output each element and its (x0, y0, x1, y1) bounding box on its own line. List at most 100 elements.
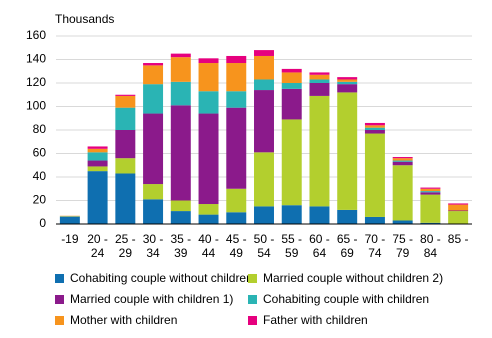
bar-segment (420, 188, 441, 192)
legend-item: Father with children (248, 313, 368, 327)
bar-segment (87, 146, 108, 149)
y-tick-label: 100 (26, 99, 46, 113)
bar-segment (254, 79, 274, 91)
bar-segment (364, 125, 385, 128)
x-tick-label: 55 - 59 (281, 232, 303, 260)
bar-segment (87, 148, 108, 153)
bar-segment (392, 220, 413, 224)
bar-segment (115, 95, 136, 108)
bar-segment (420, 191, 441, 193)
x-tick-label: -19 (61, 232, 79, 246)
bar-segment (254, 152, 274, 207)
bar-segment (59, 216, 80, 217)
bar-segment (309, 206, 330, 224)
bar-segment (170, 211, 191, 224)
legend-item: Cohabiting couple without children (55, 271, 253, 285)
bar-segment (87, 152, 108, 161)
y-tick-label: 0 (39, 216, 46, 230)
bar-segment (170, 105, 191, 201)
bar-segment (337, 81, 358, 85)
bar-segment (87, 160, 108, 167)
bar-segment (87, 166, 108, 172)
x-tick-label: 65 - 69 (336, 232, 358, 260)
bar-segment (309, 95, 330, 207)
bar-segment (170, 57, 191, 82)
y-tick-label: 60 (33, 146, 47, 160)
legend-swatch (248, 274, 257, 283)
bar-segment (143, 84, 164, 114)
bar-segment (281, 72, 302, 83)
bar-segment (392, 157, 413, 159)
bar-segment (281, 83, 302, 89)
y-tick-label: 20 (33, 193, 47, 207)
bar-segment (392, 158, 413, 161)
bar-segment (226, 55, 247, 64)
bar-segment (254, 50, 274, 56)
y-tick-label: 40 (33, 169, 47, 183)
x-tick-label: 70 - 74 (364, 232, 386, 260)
bar-segment (448, 204, 469, 211)
bar-segment (309, 83, 330, 96)
legend-item: Mother with children (55, 313, 177, 327)
bar-segment (337, 79, 358, 82)
bar-segment (364, 130, 385, 134)
bar-segment (309, 74, 330, 80)
bar-segment (392, 161, 413, 166)
bar-segment (448, 211, 469, 224)
x-tick-label: 30 - 34 (142, 232, 164, 260)
bar-segment (364, 127, 385, 130)
bar-segment (59, 215, 80, 217)
bar-segment (143, 113, 164, 185)
y-tick-label: 140 (26, 52, 46, 66)
bar-segment (198, 58, 219, 64)
legend-label: Married couple with children 1) (70, 292, 234, 306)
bar-segment (337, 77, 358, 80)
y-tick-label: 160 (26, 28, 46, 42)
bar-segment (115, 107, 136, 130)
y-tick-label: 120 (26, 75, 46, 89)
y-axis-title: Thousands (55, 12, 114, 26)
bar-segment (226, 107, 247, 189)
x-tick-label: 45 - 49 (225, 232, 247, 260)
legend-swatch (55, 316, 64, 325)
legend-label: Father with children (263, 313, 368, 327)
bar-segment (420, 194, 441, 223)
bar-segment (254, 206, 274, 224)
bar-segment (364, 133, 385, 217)
bar-segment (115, 173, 136, 224)
x-tick-label: 40 - 44 (198, 232, 219, 260)
bar-segment (198, 113, 219, 205)
bar-segment (198, 214, 219, 224)
bar-segment (115, 94, 136, 96)
legend-swatch (55, 274, 64, 283)
x-tick-label: 35 - 39 (170, 232, 192, 260)
bar-segment (254, 55, 274, 80)
bar-segment (143, 65, 164, 85)
legend-label: Married couple without children 2) (263, 271, 444, 285)
bar-segment (143, 199, 164, 224)
bar-segment (337, 209, 358, 224)
x-tick-label: 20 - 24 (87, 232, 108, 260)
bar-segment (309, 72, 330, 75)
x-tick-label: 80 - 84 (420, 232, 441, 260)
bar-segment (364, 122, 385, 126)
bar-segment (59, 216, 80, 224)
legend-label: Cohabiting couple without children (70, 271, 253, 285)
bar-segment (392, 165, 413, 221)
bar-segment (337, 92, 358, 210)
x-tick-label: 85 - (447, 232, 469, 246)
x-tick-label: 50 - 54 (253, 232, 275, 260)
bar-segment (226, 91, 247, 108)
legend-item: Married couple without children 2) (248, 271, 443, 285)
bar-segment (309, 79, 330, 83)
legend-swatch (248, 316, 257, 325)
bar-segment (170, 200, 191, 212)
bar-segment (226, 212, 247, 224)
x-tick-label: 25 - 29 (114, 232, 136, 260)
legend-swatch (248, 295, 257, 304)
bar-segment (448, 203, 469, 205)
bar-segment (337, 84, 358, 93)
bar-segment (170, 81, 191, 106)
bar-segment (143, 184, 164, 200)
